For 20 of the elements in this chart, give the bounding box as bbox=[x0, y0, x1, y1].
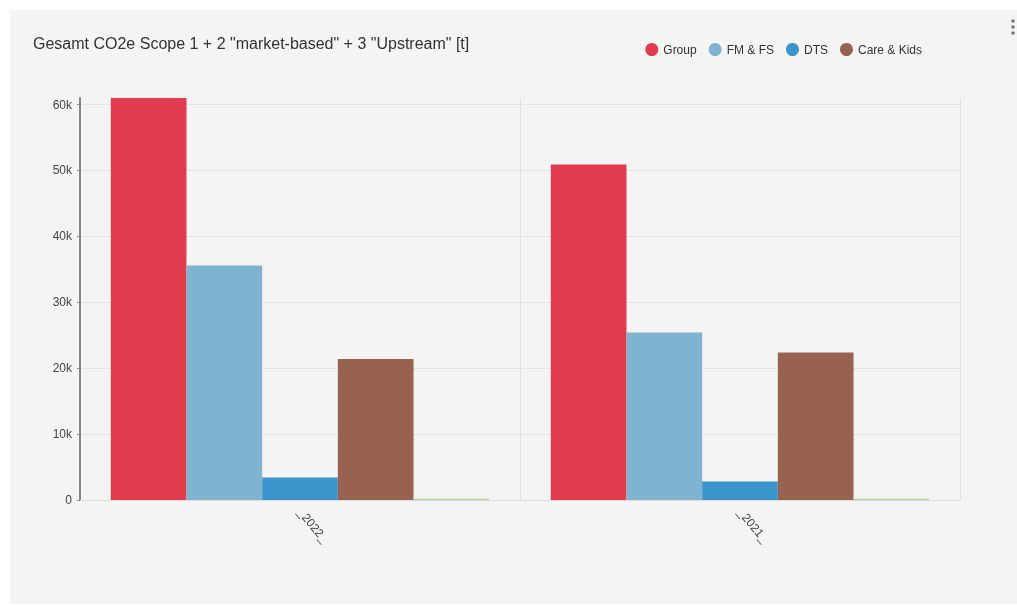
legend-label: FM & FS bbox=[726, 42, 774, 57]
y-tick-label: 60k bbox=[52, 97, 73, 112]
y-tick-label: 0 bbox=[65, 493, 73, 507]
legend-label: DTS bbox=[803, 42, 828, 57]
legend-label: Group bbox=[663, 42, 697, 57]
y-tick-label: 40k bbox=[52, 229, 73, 244]
chart-title: Gesamt CO2e Scope 1 + 2 "market-based" + 3 "Upstream" [t] bbox=[33, 34, 470, 52]
bar bbox=[262, 477, 338, 500]
y-tick-label: 20k bbox=[52, 361, 73, 376]
bar bbox=[186, 265, 263, 500]
y-tick-label: 50k bbox=[52, 163, 73, 178]
bar bbox=[110, 98, 187, 500]
y-tick-label: 10k bbox=[52, 427, 73, 442]
bar bbox=[777, 352, 854, 500]
bar bbox=[702, 481, 778, 500]
legend-label: Care & Kids bbox=[857, 42, 923, 57]
bar bbox=[337, 358, 414, 500]
bar bbox=[626, 332, 703, 500]
bar bbox=[550, 164, 627, 500]
y-tick-label: 30k bbox=[52, 295, 73, 310]
